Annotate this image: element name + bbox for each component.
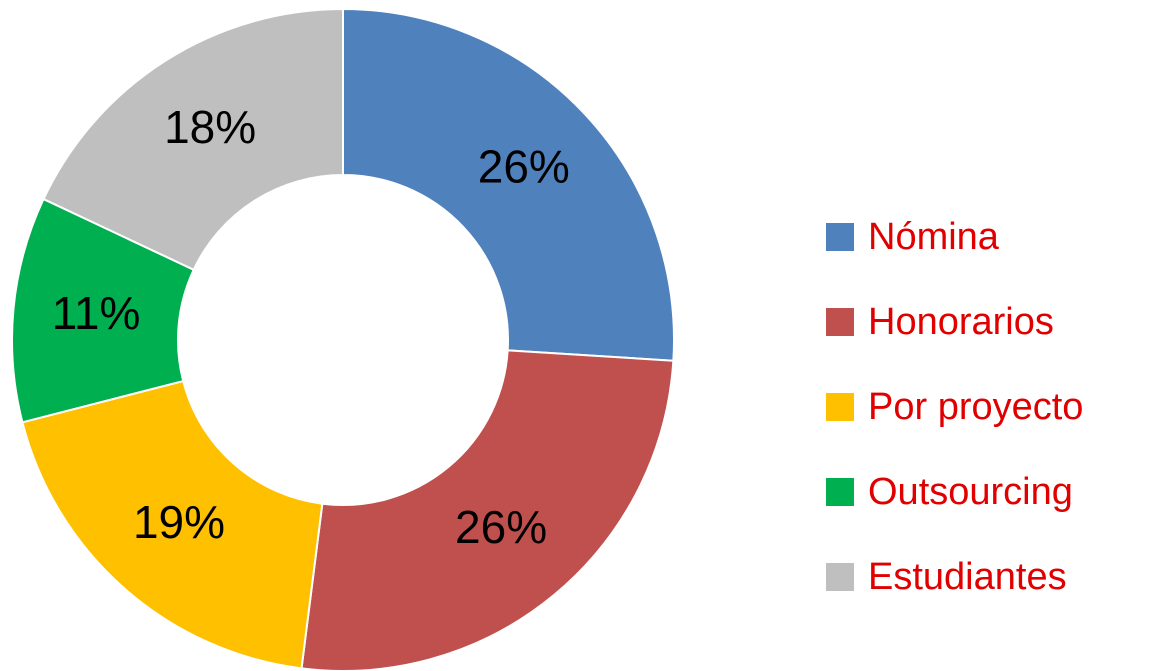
legend-label: Por proyecto — [868, 386, 1083, 428]
legend-swatch — [826, 393, 854, 421]
data-label: 26% — [455, 501, 547, 553]
data-label: 11% — [52, 287, 141, 339]
legend-label: Honorarios — [868, 301, 1054, 343]
legend-label: Nómina — [868, 216, 1000, 258]
data-label: 18% — [164, 101, 256, 153]
legend-swatch — [826, 308, 854, 336]
legend-swatch — [826, 563, 854, 591]
data-label: 19% — [133, 496, 225, 548]
donut-slice — [42, 7, 344, 272]
legend-label: Estudiantes — [868, 556, 1067, 598]
donut-slice — [342, 7, 675, 362]
data-label: 26% — [478, 140, 570, 192]
donut-slice — [21, 379, 324, 670]
donut-slice — [11, 197, 196, 424]
legend-label: Outsourcing — [868, 471, 1073, 513]
legend-swatch — [826, 223, 854, 251]
legend-swatch — [826, 478, 854, 506]
